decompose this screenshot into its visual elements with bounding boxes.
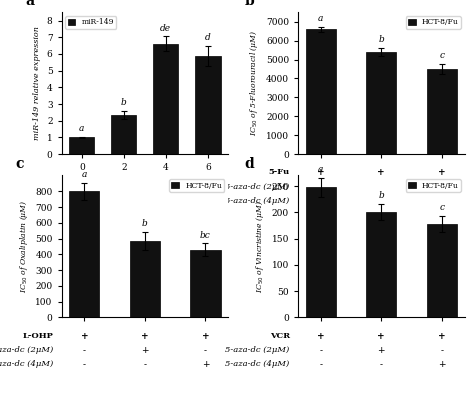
- Text: VCR: VCR: [270, 332, 290, 340]
- Text: b: b: [245, 0, 255, 8]
- Text: -: -: [83, 360, 86, 369]
- Bar: [366, 212, 396, 317]
- Bar: [427, 224, 457, 317]
- Text: 5-Fu: 5-Fu: [269, 168, 290, 176]
- Text: c: c: [439, 203, 444, 212]
- Bar: [153, 44, 179, 154]
- Text: a: a: [82, 170, 87, 179]
- Text: +: +: [438, 332, 446, 341]
- Text: +: +: [141, 332, 149, 341]
- Text: c: c: [15, 158, 24, 171]
- Text: b: b: [378, 35, 384, 44]
- Text: 5-aza-dc (2μM): 5-aza-dc (2μM): [226, 346, 290, 354]
- Text: 5-aza-dc (2μM): 5-aza-dc (2μM): [226, 183, 290, 190]
- X-axis label: Concentration of 5-aza-dc (μM): Concentration of 5-aza-dc (μM): [71, 178, 219, 186]
- Y-axis label: IC$_{50}$ of Oxaliplatin (μM): IC$_{50}$ of Oxaliplatin (μM): [18, 200, 30, 293]
- Bar: [69, 138, 94, 154]
- Text: de: de: [160, 24, 172, 33]
- Text: +: +: [438, 360, 446, 369]
- Bar: [195, 56, 220, 154]
- Legend: HCT-8/Fu: HCT-8/Fu: [406, 16, 461, 28]
- Text: +: +: [377, 183, 385, 192]
- Y-axis label: IC$_{50}$ of 5-Fluorouracil (μM): IC$_{50}$ of 5-Fluorouracil (μM): [248, 30, 260, 136]
- Text: bc: bc: [200, 230, 211, 240]
- Text: +: +: [438, 168, 446, 177]
- Text: -: -: [143, 360, 146, 369]
- Bar: [130, 241, 160, 317]
- Bar: [306, 29, 336, 154]
- Text: 5-aza-dc (4μM): 5-aza-dc (4μM): [226, 197, 290, 205]
- Text: -: -: [380, 360, 383, 369]
- Text: c: c: [439, 51, 444, 60]
- Text: -: -: [440, 346, 443, 355]
- Text: -: -: [319, 183, 322, 192]
- Text: d: d: [205, 33, 211, 42]
- Text: +: +: [317, 332, 325, 341]
- Text: -: -: [204, 346, 207, 355]
- Text: a: a: [79, 125, 84, 133]
- Text: b: b: [121, 98, 127, 107]
- Text: +: +: [201, 332, 209, 341]
- Bar: [366, 52, 396, 154]
- Bar: [69, 191, 100, 317]
- Text: +: +: [141, 346, 149, 355]
- Text: +: +: [317, 168, 325, 177]
- Text: a: a: [25, 0, 34, 8]
- Text: +: +: [377, 346, 385, 355]
- Text: +: +: [377, 332, 385, 341]
- Bar: [111, 115, 137, 154]
- Text: 5-aza-dc (4μM): 5-aza-dc (4μM): [226, 360, 290, 368]
- Text: L-OHP: L-OHP: [22, 332, 53, 340]
- Text: -: -: [319, 346, 322, 355]
- Text: -: -: [83, 346, 86, 355]
- Text: +: +: [81, 332, 88, 341]
- Text: -: -: [319, 360, 322, 369]
- Text: +: +: [438, 197, 446, 206]
- Legend: HCT-8/Fu: HCT-8/Fu: [169, 179, 224, 192]
- Text: a: a: [318, 165, 323, 174]
- Text: +: +: [201, 360, 209, 369]
- Bar: [427, 69, 457, 154]
- Text: 5-aza-dc (2μM): 5-aza-dc (2μM): [0, 346, 53, 354]
- Legend: HCT-8/Fu: HCT-8/Fu: [406, 179, 461, 192]
- Bar: [306, 187, 336, 317]
- Y-axis label: IC$_{50}$ of Vincristine (μM): IC$_{50}$ of Vincristine (μM): [254, 200, 266, 293]
- Text: -: -: [380, 197, 383, 206]
- Text: -: -: [440, 183, 443, 192]
- Legend: miR-149: miR-149: [65, 16, 116, 28]
- Text: +: +: [377, 168, 385, 177]
- Bar: [190, 249, 220, 317]
- Text: a: a: [318, 14, 323, 23]
- Text: b: b: [378, 191, 384, 201]
- Text: d: d: [245, 158, 255, 171]
- Text: 5-aza-dc (4μM): 5-aza-dc (4μM): [0, 360, 53, 368]
- Text: b: b: [142, 219, 148, 228]
- Y-axis label: miR-149 relative expression: miR-149 relative expression: [33, 26, 41, 140]
- Text: -: -: [319, 197, 322, 206]
